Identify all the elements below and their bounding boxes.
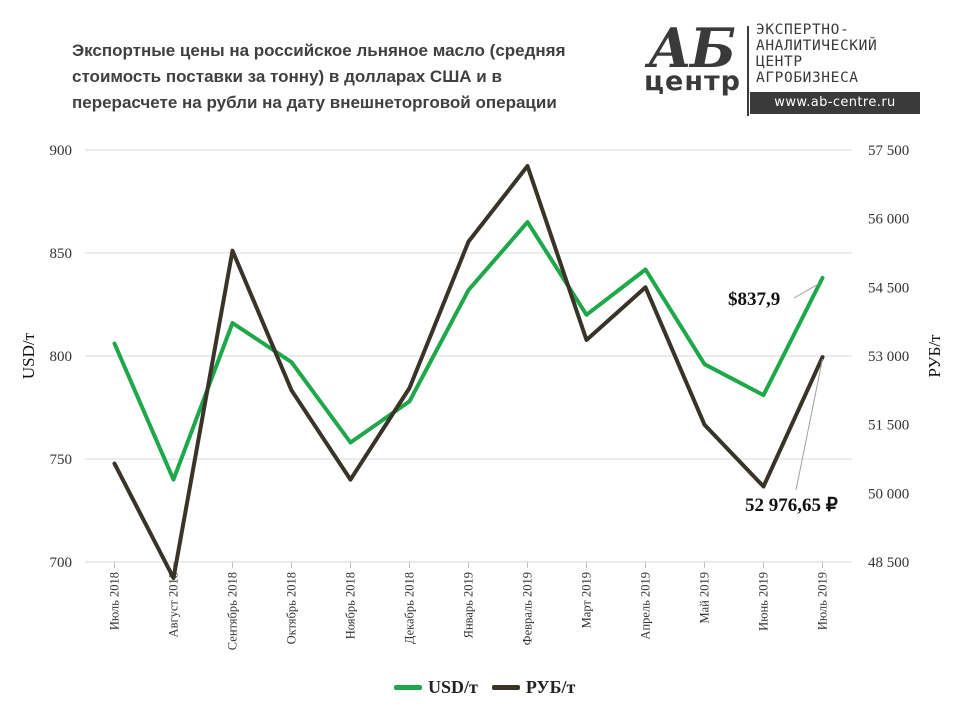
annotation-leader-usd <box>793 283 819 299</box>
x-tick-label: Август 2018 <box>167 572 181 637</box>
y-left-tick-label: 750 <box>50 452 73 468</box>
logo-mark-top: АБ <box>648 16 736 80</box>
y-left-tick-label: 850 <box>50 246 73 262</box>
x-tick-label: Июль 2019 <box>816 572 830 630</box>
data-point-usd <box>644 267 647 271</box>
y-left-tick-label: 800 <box>50 349 73 365</box>
logo-mark-bottom: центр <box>644 66 741 97</box>
annotation-rub: 52 976,65 ₽ <box>745 495 838 516</box>
chart-title: Экспортные цены на российское льняное ма… <box>72 41 566 112</box>
data-point-rub <box>172 576 175 580</box>
x-tick-label: Сентябрь 2018 <box>226 572 240 650</box>
data-point-usd <box>703 362 706 366</box>
data-point-rub <box>526 164 529 168</box>
data-point-rub <box>349 478 352 482</box>
logo-line-2: АНАЛИТИЧЕСКИЙ <box>756 38 878 54</box>
data-point-rub <box>113 462 116 466</box>
x-tick-label: Февраль 2019 <box>521 572 535 645</box>
legend-item-usd: USD/т <box>394 677 478 698</box>
y-right-tick-label: 53 000 <box>868 349 909 365</box>
x-tick-label: Апрель 2019 <box>639 572 653 640</box>
x-tick-label: Июль 2018 <box>108 572 122 630</box>
legend-swatch-usd <box>394 684 422 690</box>
legend-label-rub: РУБ/т <box>525 676 576 697</box>
logo-line-3: ЦЕНТР <box>756 54 803 70</box>
data-point-usd <box>585 313 588 317</box>
legend: USD/т РУБ/т <box>394 676 575 698</box>
data-point-usd <box>467 288 470 292</box>
annotation-leader-rub <box>795 358 823 491</box>
data-point-rub <box>231 249 234 253</box>
data-point-rub <box>644 285 647 289</box>
x-tick-label: Январь 2019 <box>462 572 476 638</box>
legend-swatch-rub <box>491 684 520 690</box>
legend-label-usd: USD/т <box>428 676 478 697</box>
x-tick-label: Май 2019 <box>698 572 712 623</box>
logo-divider <box>747 26 749 116</box>
logo-url: www.ab-centre.ru <box>750 92 920 114</box>
ab-centre-logo: АБ центр ЭКСПЕРТНО- АНАЛИТИЧЕСКИЙ ЦЕНТР … <box>640 16 930 122</box>
y-left-axis-title: USD/т <box>19 332 38 379</box>
data-point-rub <box>408 386 411 390</box>
data-point-usd <box>408 399 411 403</box>
y-right-tick-label: 56 000 <box>868 212 909 228</box>
logo-line-1: ЭКСПЕРТНО- <box>756 22 850 38</box>
legend-item-rub: РУБ/т <box>491 676 576 698</box>
data-point-usd <box>821 276 824 280</box>
data-point-usd <box>113 342 116 346</box>
data-point-usd <box>172 478 175 482</box>
logo-text: ЭКСПЕРТНО- АНАЛИТИЧЕСКИЙ ЦЕНТР АГРОБИЗНЕ… <box>756 22 877 86</box>
y-right-tick-label: 50 000 <box>868 486 909 502</box>
annotation-usd: $837,9 <box>728 289 780 310</box>
data-point-usd <box>349 441 352 445</box>
y-right-axis-title: РУБ/т <box>925 334 944 378</box>
data-point-rub <box>821 355 824 359</box>
x-tick-label: Март 2019 <box>580 572 594 628</box>
y-left-tick-label: 900 <box>50 143 73 159</box>
logo-line-4: АГРОБИЗНЕСА <box>756 70 859 86</box>
y-right-tick-label: 51 500 <box>868 418 909 434</box>
x-tick-label: Декабрь 2018 <box>403 572 417 644</box>
data-point-usd <box>231 321 234 325</box>
y-left-tick-label: 700 <box>50 555 73 571</box>
y-right-tick-label: 54 500 <box>868 280 909 296</box>
logo-mark: АБ центр <box>640 16 742 102</box>
data-point-usd <box>526 220 529 224</box>
data-point-rub <box>585 338 588 342</box>
data-point-rub <box>467 240 470 244</box>
x-tick-label: Ноябрь 2018 <box>344 572 358 639</box>
data-point-rub <box>290 388 293 392</box>
data-point-usd <box>762 393 765 397</box>
data-point-rub <box>703 423 706 427</box>
y-right-tick-label: 57 500 <box>868 143 909 159</box>
series-line-usd <box>112 220 825 482</box>
data-point-usd <box>290 360 293 364</box>
y-right-tick-label: 48 500 <box>868 555 909 571</box>
x-tick-label: Октябрь 2018 <box>285 572 299 644</box>
data-point-rub <box>762 484 765 488</box>
x-tick-label: Июнь 2019 <box>757 572 771 631</box>
